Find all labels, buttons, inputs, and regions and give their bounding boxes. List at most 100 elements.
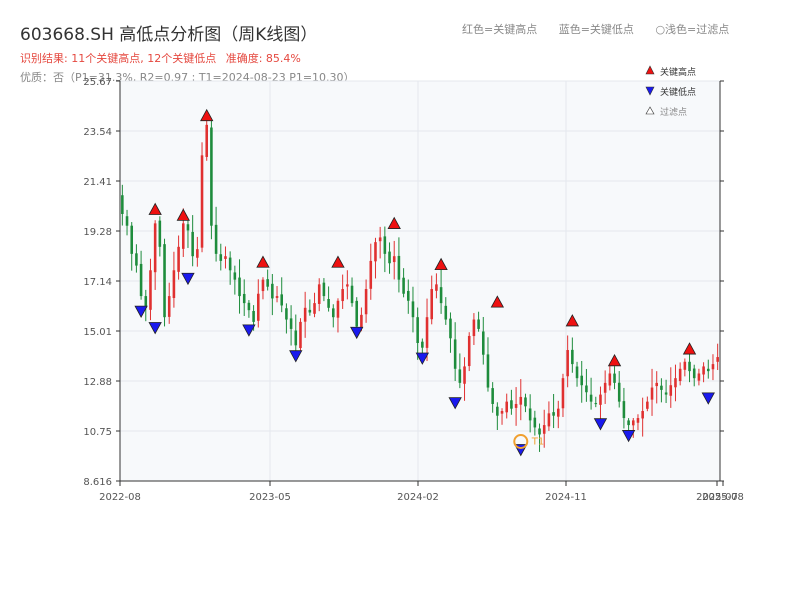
key-low-marker	[134, 305, 148, 318]
candle-body	[313, 303, 316, 314]
result-label: 识别结果: 11个关键高点, 12个关键低点	[20, 52, 217, 65]
candle-body	[664, 392, 668, 395]
candle-body	[430, 289, 434, 320]
candle-body	[181, 223, 185, 249]
candle-body	[191, 231, 194, 257]
legend-blue-text: 蓝色=关键低点	[558, 23, 634, 36]
candle-body	[603, 382, 607, 393]
candle-body	[238, 277, 241, 297]
candle-body	[172, 270, 176, 299]
candle-body	[599, 394, 602, 405]
candle-body	[331, 308, 335, 318]
candle-body	[514, 403, 518, 408]
candle-body	[167, 296, 171, 317]
candle-body	[275, 296, 279, 298]
candle-body	[510, 400, 513, 409]
y-tick-label: 12.88	[83, 377, 112, 388]
candle-body	[575, 366, 579, 379]
candle-body	[631, 420, 635, 426]
page-title: 603668.SH 高低点分析图（周K线图）	[20, 25, 318, 45]
candle-body	[646, 401, 649, 409]
x-tick-label: 2024-02	[397, 492, 439, 503]
candle-body	[477, 319, 480, 329]
candle-body	[435, 284, 438, 291]
candle-body	[336, 300, 340, 318]
candle-body	[299, 321, 302, 349]
legend-low-icon	[645, 86, 655, 96]
candle-body	[271, 283, 274, 299]
candle-body	[135, 253, 138, 266]
candle-body	[505, 401, 509, 413]
candle-body	[261, 279, 265, 292]
candle-body	[214, 224, 218, 254]
candle-body	[247, 302, 251, 311]
candle-body	[533, 417, 537, 428]
candle-body	[266, 279, 269, 287]
candle-body	[566, 350, 569, 377]
candle-body	[571, 349, 574, 365]
markers: T1	[134, 108, 715, 457]
candle-body	[650, 387, 654, 400]
candle-body	[716, 357, 719, 362]
legend-low-label: 关键低点	[660, 86, 696, 98]
candle-body	[200, 155, 204, 248]
axes: 25.67 23.54 21.41 19.28 17.14 15.01 12.88 10.75…	[83, 77, 744, 503]
key-high-marker	[200, 108, 214, 122]
candle-body	[463, 366, 466, 384]
x-tick-label: 2025-07	[696, 492, 738, 503]
candle-body	[627, 420, 630, 426]
candle-body	[458, 369, 462, 383]
key-low-marker	[593, 418, 608, 431]
candle-body	[252, 310, 255, 322]
x-tick-label: 2025-08	[702, 492, 744, 503]
candle-body	[655, 382, 659, 387]
key-low-marker	[415, 352, 430, 365]
key-high-marker	[331, 255, 345, 268]
candle-body	[186, 224, 190, 231]
y-tick-label: 21.41	[83, 177, 112, 188]
key-high-marker	[682, 342, 697, 355]
candle-body	[608, 373, 612, 386]
candle-body	[163, 244, 166, 318]
candle-body	[125, 216, 129, 226]
key-high-marker	[387, 216, 401, 229]
candle-body	[528, 408, 532, 421]
y-tick-label: 25.67	[83, 77, 112, 88]
candle-body	[692, 368, 696, 379]
candle-body	[224, 256, 227, 259]
key-low-marker	[701, 392, 715, 405]
candle-body	[561, 378, 565, 409]
candle-body	[556, 408, 560, 417]
candle-body	[378, 237, 382, 242]
candle-body	[678, 368, 682, 382]
y-tick-label: 15.01	[83, 327, 112, 338]
candle-body	[228, 257, 232, 271]
result-summary: 识别结果: 11个关键高点, 12个关键低点 准确度: 85.4%	[20, 50, 307, 66]
candle-body	[706, 368, 710, 372]
key-high-marker	[565, 314, 580, 327]
candle-body	[322, 282, 326, 297]
candle-body	[453, 339, 457, 369]
candle-body	[196, 249, 199, 258]
candle-body	[130, 225, 134, 254]
candle-body	[669, 385, 673, 396]
candle-body	[388, 251, 391, 264]
candle-body	[360, 314, 363, 329]
candle-body	[481, 331, 485, 355]
candle-body	[383, 236, 387, 254]
candle-body	[449, 318, 452, 339]
candle-body	[350, 285, 354, 304]
legend-filtered-icon	[645, 106, 655, 115]
candle-body	[500, 411, 504, 414]
key-high-marker	[256, 255, 270, 268]
candle-body	[444, 305, 448, 320]
candle-body	[697, 373, 701, 381]
candle-body	[256, 293, 260, 321]
candle-body	[121, 195, 124, 214]
candle-body	[613, 373, 616, 383]
y-tick-label: 8.616	[83, 477, 112, 488]
legend-light-text: ○浅色=过滤点	[655, 23, 730, 36]
candle-body	[585, 385, 588, 393]
candle-body	[641, 411, 644, 419]
candle-body	[486, 354, 490, 388]
